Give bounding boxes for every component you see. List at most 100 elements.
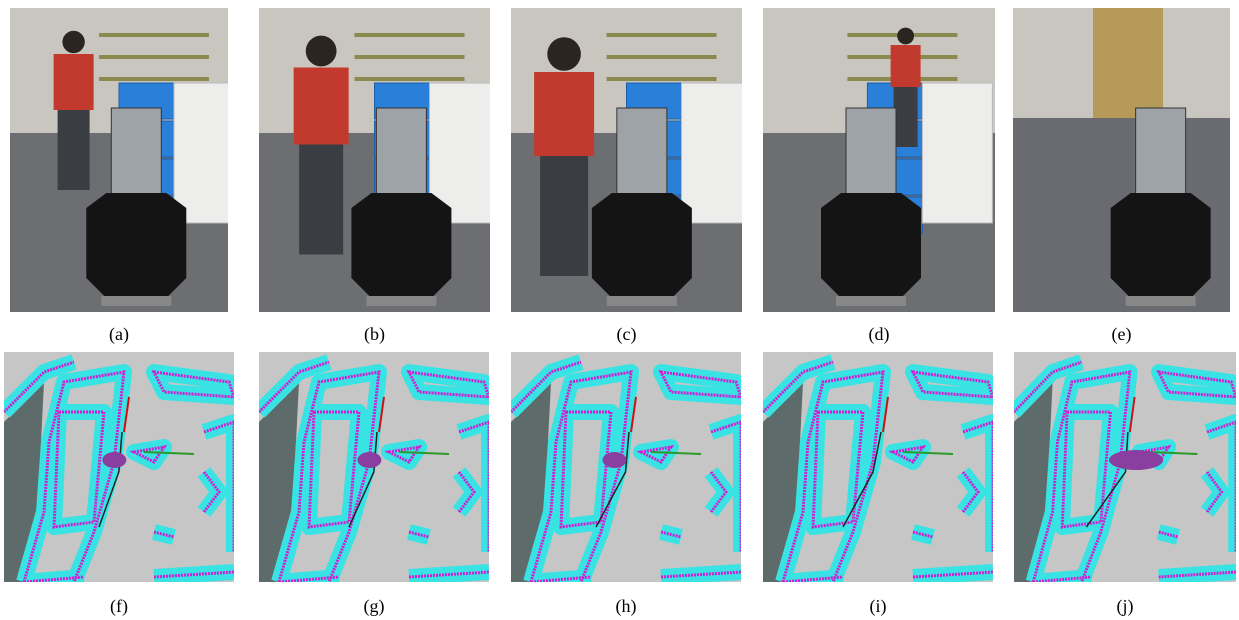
- map-panel: [763, 352, 993, 582]
- person-blob: [1109, 450, 1164, 470]
- robot-wheels: [101, 296, 172, 306]
- person-head: [897, 27, 914, 45]
- person-blob: [102, 452, 127, 468]
- path-green: [650, 451, 702, 455]
- person-blob: [602, 452, 627, 468]
- obstacle: [1014, 360, 1083, 414]
- obstacle: [511, 360, 582, 414]
- obstacle: [153, 530, 175, 539]
- robot-base: [86, 193, 187, 298]
- obstacle: [763, 360, 834, 414]
- obstacle: [277, 370, 381, 582]
- person-head: [62, 30, 85, 54]
- obstacle: [406, 370, 489, 399]
- person-shirt: [534, 72, 595, 156]
- obstacle: [660, 530, 682, 539]
- shelf: [606, 33, 717, 37]
- robot-base: [821, 193, 921, 298]
- obstacle: [384, 444, 423, 464]
- trajectory: [348, 431, 378, 528]
- obstacle: [458, 420, 489, 552]
- map-panel: [4, 352, 234, 582]
- caption: (d): [869, 324, 890, 345]
- obstacle: [151, 370, 234, 399]
- shelf: [606, 55, 717, 59]
- obstacle: [888, 444, 927, 464]
- map-content: [511, 352, 741, 582]
- obstacle: [203, 420, 234, 552]
- photo-panel: [10, 8, 228, 312]
- obstacle: [961, 471, 980, 513]
- obstacle: [710, 420, 741, 552]
- obstacle: [278, 575, 340, 582]
- obstacle: [23, 575, 85, 582]
- caption: (i): [870, 596, 887, 617]
- obstacle: [1031, 370, 1132, 582]
- obstacle: [782, 575, 844, 582]
- person-head: [547, 37, 581, 71]
- caption: (g): [364, 596, 385, 617]
- caption: (c): [617, 324, 637, 345]
- shelf: [354, 77, 465, 81]
- whiteboard: [681, 82, 742, 224]
- person-shirt: [293, 67, 349, 145]
- obstacle: [811, 410, 865, 529]
- obstacle: [1158, 570, 1236, 579]
- path-green: [902, 451, 954, 455]
- trajectory: [595, 431, 630, 528]
- trajectory: [842, 431, 882, 528]
- shelf: [99, 77, 209, 81]
- person-blob: [357, 452, 382, 468]
- obstacle: [408, 530, 430, 539]
- obstacle: [530, 575, 592, 582]
- caption: (b): [364, 324, 385, 345]
- map-content: [1014, 352, 1236, 582]
- obstacle: [559, 410, 613, 529]
- photo-panel: [763, 8, 995, 312]
- obstacle: [457, 471, 476, 513]
- obstacle: [259, 360, 330, 414]
- obstacle: [658, 370, 741, 399]
- obstacle: [910, 370, 993, 399]
- path-green: [398, 451, 450, 455]
- shelf: [99, 33, 209, 37]
- obstacle: [202, 471, 221, 513]
- caption: (e): [1112, 324, 1132, 345]
- obstacle: [636, 444, 675, 464]
- path-red: [123, 396, 130, 433]
- obstacle: [153, 570, 234, 579]
- path-red: [1128, 396, 1136, 433]
- robot-wheels: [1125, 296, 1196, 306]
- person-legs: [540, 156, 589, 276]
- path-green: [1149, 451, 1198, 455]
- obstacle: [129, 444, 168, 464]
- robot-wheels: [606, 296, 677, 306]
- person-shirt: [890, 45, 921, 87]
- obstacle: [307, 410, 361, 529]
- obstacle: [408, 570, 489, 579]
- photo-panel: [1013, 8, 1230, 312]
- robot-base: [591, 193, 692, 298]
- shelf: [354, 33, 465, 37]
- whiteboard: [921, 82, 993, 224]
- obstacle: [660, 570, 741, 579]
- photo-panel: [259, 8, 490, 312]
- obstacle: [1134, 444, 1172, 464]
- map-content: [259, 352, 489, 582]
- caption: (j): [1117, 596, 1134, 617]
- robot-base: [351, 193, 452, 298]
- map-panel: [259, 352, 489, 582]
- person-shirt: [53, 54, 94, 110]
- path-green: [143, 451, 195, 455]
- obstacle: [709, 471, 728, 513]
- map-content: [763, 352, 993, 582]
- photo-panel: [511, 8, 742, 312]
- person-legs: [893, 87, 918, 147]
- shelf: [606, 77, 717, 81]
- robot-wheels: [366, 296, 437, 306]
- obstacle: [912, 530, 934, 539]
- obstacle: [1205, 471, 1224, 513]
- whiteboard: [173, 82, 228, 224]
- map-panel: [511, 352, 741, 582]
